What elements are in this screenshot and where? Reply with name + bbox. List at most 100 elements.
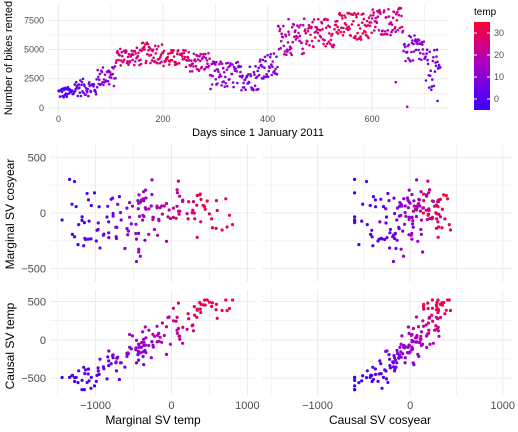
data-point	[434, 61, 437, 64]
data-point	[206, 62, 209, 65]
data-point	[365, 223, 369, 227]
data-point	[403, 211, 407, 215]
data-point	[134, 348, 138, 352]
data-point	[297, 31, 300, 35]
data-point	[272, 52, 276, 55]
data-point	[440, 207, 444, 211]
data-point	[127, 52, 131, 56]
data-point	[87, 219, 91, 223]
data-point	[393, 236, 397, 241]
data-point	[256, 87, 260, 91]
data-point	[120, 51, 123, 54]
data-point	[407, 217, 411, 221]
data-point	[418, 209, 422, 213]
legend-tick-labels: 30 20 10 0	[474, 28, 504, 104]
data-point	[167, 315, 171, 319]
data-point	[405, 196, 410, 200]
data-point	[137, 193, 141, 197]
data-point	[287, 30, 290, 33]
data-point	[321, 28, 324, 31]
data-point	[424, 323, 428, 327]
data-point	[443, 312, 447, 316]
data-point	[401, 29, 405, 33]
data-point	[419, 190, 423, 194]
data-point	[106, 204, 110, 208]
data-point	[80, 378, 84, 382]
data-point	[334, 23, 338, 27]
data-point	[158, 206, 162, 210]
data-point	[402, 49, 405, 53]
data-point	[353, 177, 357, 181]
data-point	[68, 177, 72, 181]
data-point	[395, 238, 399, 242]
data-point	[211, 74, 214, 78]
data-point	[192, 65, 195, 68]
data-point	[356, 31, 359, 35]
data-point	[366, 24, 370, 27]
data-point	[403, 204, 407, 208]
data-point	[319, 29, 322, 32]
data-point	[166, 215, 170, 219]
data-point	[161, 51, 165, 55]
data-point	[131, 53, 135, 57]
data-point	[421, 48, 425, 51]
data-point	[269, 52, 273, 56]
data-point	[134, 222, 138, 226]
data-point	[411, 361, 415, 365]
data-point	[214, 78, 218, 81]
data-point	[98, 357, 102, 361]
data-point	[164, 325, 169, 329]
data-point	[142, 45, 146, 49]
data-point	[426, 58, 429, 62]
data-point	[134, 259, 139, 264]
data-point	[134, 52, 138, 55]
data-point	[371, 8, 375, 11]
data-point	[431, 78, 434, 81]
data-point	[438, 302, 442, 306]
data-point	[287, 33, 291, 36]
data-point	[152, 227, 156, 232]
data-point	[175, 188, 179, 192]
data-point	[281, 35, 285, 39]
data-point	[412, 204, 416, 208]
data-point	[395, 218, 399, 222]
y-tick-label: −500	[21, 373, 46, 385]
data-point	[387, 199, 391, 203]
data-point	[419, 232, 423, 236]
data-point	[407, 343, 411, 347]
data-point	[227, 66, 230, 69]
data-point	[147, 328, 151, 332]
data-point	[103, 73, 107, 76]
data-point	[428, 74, 432, 78]
data-point	[338, 11, 342, 15]
data-point	[364, 376, 369, 380]
data-point	[433, 204, 437, 208]
y-tick-label: 0	[40, 208, 46, 220]
data-point	[419, 330, 424, 334]
data-point	[125, 354, 129, 358]
data-point	[94, 92, 98, 96]
data-point	[391, 259, 396, 264]
data-point	[273, 70, 276, 73]
data-point	[431, 199, 435, 203]
data-point	[66, 85, 70, 89]
data-point	[214, 199, 218, 203]
data-point	[365, 369, 369, 373]
data-point	[374, 205, 378, 209]
data-point	[434, 324, 438, 328]
data-point	[417, 341, 421, 345]
data-point	[420, 58, 423, 62]
data-point	[138, 254, 142, 258]
data-point	[428, 188, 432, 192]
data-point	[294, 38, 298, 41]
data-point	[172, 55, 176, 58]
data-point	[137, 247, 141, 251]
data-point	[192, 305, 196, 309]
data-point	[214, 226, 218, 230]
data-point	[373, 367, 377, 371]
data-point	[442, 193, 446, 197]
data-point	[292, 23, 296, 27]
data-point	[435, 300, 439, 304]
data-point	[111, 353, 115, 357]
data-point	[112, 67, 115, 70]
